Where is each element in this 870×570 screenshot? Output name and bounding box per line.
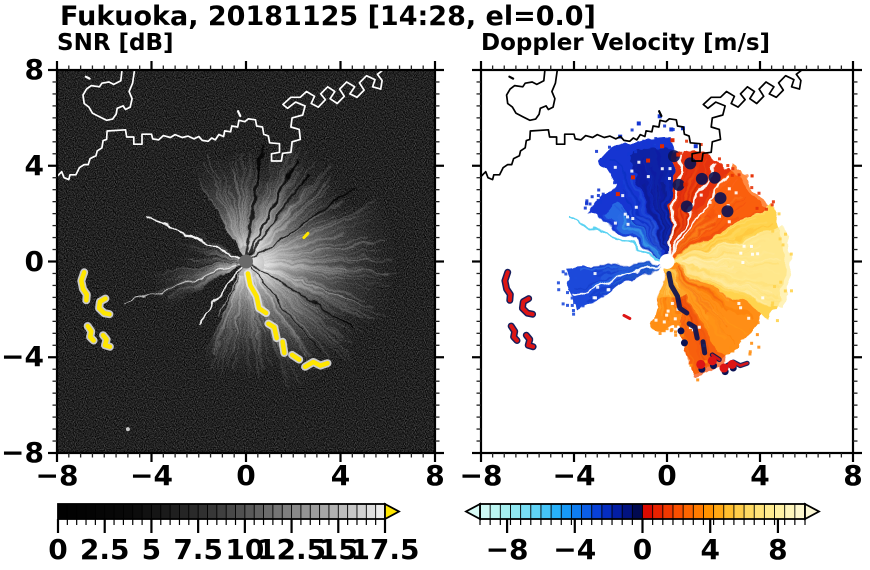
colorbar-tick-label: −4 [553, 533, 597, 566]
x-tick-label: −4 [130, 459, 173, 492]
x-tick-label: 0 [236, 459, 256, 492]
x-tick-label: 4 [750, 459, 770, 492]
colorbar-tick-label: 15 [318, 533, 358, 566]
figure-title: Fukuoka, 20181125 [14:28, el=0.0] [60, 1, 596, 32]
colorbar-tick-label: 5 [141, 533, 162, 566]
snr-ppi-plot [48, 61, 444, 462]
y-tick-label: 0 [24, 244, 44, 278]
colorbar-tick-label: 10 [225, 533, 265, 566]
x-tick-label: −8 [459, 459, 503, 492]
x-tick-label: −8 [35, 459, 79, 492]
colorbar-tick-label: 7.5 [173, 533, 223, 566]
x-tick-label: 4 [330, 459, 351, 492]
doppler-ppi-plot [472, 61, 862, 462]
doppler-panel-title: Doppler Velocity [m/s] [481, 30, 771, 56]
y-tick-label: −4 [1, 340, 44, 374]
colorbar-tick-label: 0 [48, 533, 68, 566]
colorbar-tick-label: 2.5 [79, 533, 130, 566]
y-tick-label: −8 [1, 436, 44, 469]
colorbar-tick-label: 8 [768, 533, 788, 566]
colorbar-tick-label: 4 [700, 533, 720, 566]
colorbar-tick-label: 12.5 [257, 533, 327, 566]
snr-colorbar [56, 502, 401, 533]
x-tick-label: 8 [425, 459, 445, 492]
colorbar-tick-label: 17.5 [350, 533, 420, 566]
doppler-colorbar [464, 502, 821, 533]
y-tick-label: 4 [24, 148, 44, 182]
x-tick-label: −4 [552, 459, 596, 492]
x-tick-label: 0 [657, 459, 677, 492]
colorbar-tick-label: 0 [632, 533, 653, 566]
colorbar-tick-label: −8 [485, 533, 529, 566]
x-tick-label: 8 [843, 459, 863, 492]
snr-panel-title: SNR [dB] [57, 30, 174, 56]
y-tick-label: 8 [24, 53, 44, 86]
